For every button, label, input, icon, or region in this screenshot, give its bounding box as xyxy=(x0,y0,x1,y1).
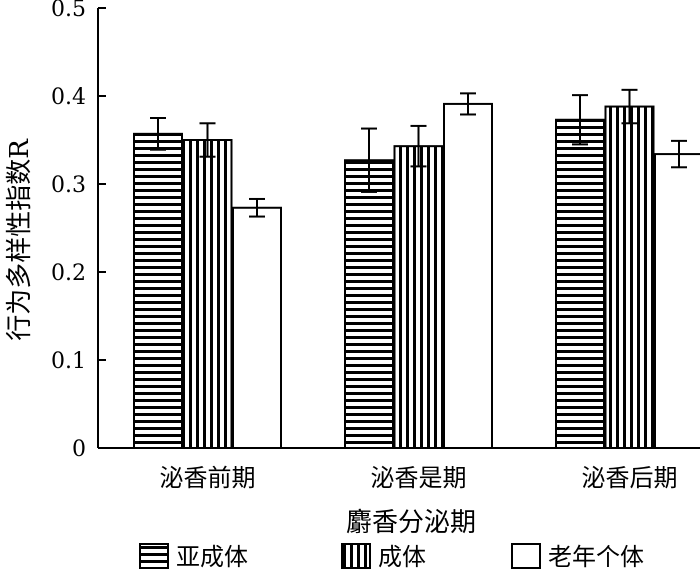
legend-label: 成体 xyxy=(378,543,426,571)
bar-vertical-stripes xyxy=(182,139,233,449)
legend: 亚成体 成体 老年个体 xyxy=(139,543,644,571)
y-tick-label: 0.2 xyxy=(51,261,86,286)
legend-swatch-white xyxy=(511,543,541,569)
y-tick-label: 0.1 xyxy=(51,349,86,374)
bar-white xyxy=(443,102,493,449)
category-label: 泌香是期 xyxy=(371,464,467,492)
legend-label: 老年个体 xyxy=(548,543,644,571)
y-tick-label: 0.4 xyxy=(51,85,86,110)
legend-swatch-vertical-stripes xyxy=(341,543,371,569)
category-label: 泌香后期 xyxy=(582,464,678,492)
bar-horizontal-stripes xyxy=(344,159,394,450)
legend-label: 亚成体 xyxy=(176,543,248,571)
bar-white xyxy=(654,153,700,450)
x-axis-title: 麝香分泌期 xyxy=(346,508,476,538)
y-tick-label: 0.3 xyxy=(51,173,86,198)
bar-horizontal-stripes xyxy=(555,118,605,449)
bar-white xyxy=(232,206,282,449)
plot-area: 0 0.1 0.2 0.3 0.4 0.5 泌香前期 泌香是期 泌香后期 xyxy=(51,0,700,492)
category-label: 泌香前期 xyxy=(160,464,256,492)
y-tick-label: 0.5 xyxy=(51,0,86,22)
y-axis-title: 行为多样性指数R xyxy=(5,138,35,341)
bar-vertical-stripes xyxy=(393,145,444,449)
bar-vertical-stripes xyxy=(604,105,655,449)
y-tick-label: 0 xyxy=(72,437,86,462)
bar-horizontal-stripes xyxy=(133,132,183,449)
legend-swatch-horizontal-stripes xyxy=(139,543,169,569)
